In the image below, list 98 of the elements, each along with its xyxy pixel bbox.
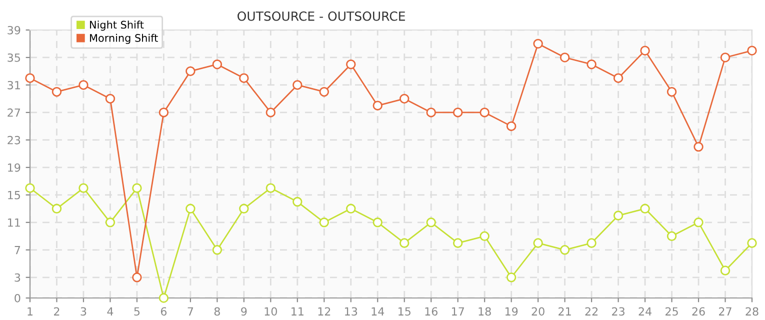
x-tick-label: 14 xyxy=(372,307,384,316)
point xyxy=(694,142,704,152)
x-tick-label: 13 xyxy=(345,307,358,316)
x-tick-label: 19 xyxy=(505,307,518,316)
x-tick-label: 1 xyxy=(28,307,33,316)
point xyxy=(400,94,410,104)
point xyxy=(613,73,624,83)
point xyxy=(533,238,543,248)
point xyxy=(78,80,88,90)
y-tick-label: 23 xyxy=(8,136,20,144)
point xyxy=(292,196,302,207)
point xyxy=(480,108,490,118)
point xyxy=(78,183,88,193)
point xyxy=(533,38,543,49)
x-tick-label: 26 xyxy=(692,307,705,316)
x-tick-label: 10 xyxy=(264,307,277,316)
point xyxy=(186,66,196,76)
chart-title: OUTSOURCE - OUTSOURCE xyxy=(238,11,405,21)
point xyxy=(480,231,490,242)
point xyxy=(212,245,222,255)
point xyxy=(560,52,570,62)
y-tick-label: 7 xyxy=(14,246,20,254)
point xyxy=(372,100,382,110)
y-tick-label: 39 xyxy=(8,26,20,34)
point xyxy=(158,108,169,118)
point xyxy=(52,204,62,214)
y-tick-label: 27 xyxy=(8,108,20,117)
point xyxy=(720,266,730,276)
x-tick-label: 3 xyxy=(80,307,86,316)
y-tick-label: 11 xyxy=(8,218,20,227)
point xyxy=(452,108,463,118)
x-tick-label: 15 xyxy=(398,307,410,316)
x-tick-label: 21 xyxy=(558,307,571,316)
x-tick-label: 20 xyxy=(532,307,544,316)
y-tick-label: 15 xyxy=(8,191,20,200)
point xyxy=(586,238,596,248)
x-tick-label: 2 xyxy=(54,307,60,316)
point xyxy=(747,238,757,248)
point xyxy=(319,218,330,228)
point xyxy=(25,183,35,193)
point xyxy=(239,204,249,214)
point xyxy=(666,86,677,97)
x-tick-label: 7 xyxy=(188,307,194,316)
y-tick-label: 19 xyxy=(8,163,20,172)
y-tick-label: 3 xyxy=(14,273,20,282)
x-tick-label: 28 xyxy=(746,307,758,316)
point xyxy=(105,94,116,104)
legend-label: Night Shift xyxy=(90,20,144,31)
x-tick-label: 24 xyxy=(638,307,652,316)
point xyxy=(372,218,382,228)
point xyxy=(212,59,222,70)
point xyxy=(506,272,516,282)
point xyxy=(266,108,276,118)
point xyxy=(640,46,650,56)
x-tick-label: 27 xyxy=(719,307,732,316)
point xyxy=(666,231,677,242)
y-tick-label: 0 xyxy=(14,294,20,302)
x-tick-label: 8 xyxy=(214,307,220,316)
x-tick-label: 6 xyxy=(160,307,167,316)
point xyxy=(266,183,276,193)
y-tick-label: 35 xyxy=(8,53,20,62)
point xyxy=(694,218,704,228)
point xyxy=(613,210,624,220)
x-tick-label: 11 xyxy=(292,307,304,316)
point xyxy=(586,59,596,70)
x-tick-label: 4 xyxy=(107,307,114,316)
point xyxy=(640,204,650,214)
point xyxy=(158,293,169,303)
point xyxy=(426,218,436,228)
point xyxy=(452,238,463,248)
point xyxy=(506,121,516,132)
point xyxy=(426,108,436,118)
point xyxy=(560,245,570,255)
x-tick-label: 12 xyxy=(318,307,330,316)
point xyxy=(319,86,330,97)
point xyxy=(720,52,730,62)
point xyxy=(400,238,410,248)
x-tick-label: 17 xyxy=(452,307,464,316)
point xyxy=(346,59,356,70)
point xyxy=(292,80,302,90)
x-tick-label: 25 xyxy=(666,307,678,316)
x-tick-label: 16 xyxy=(425,307,438,316)
point xyxy=(25,73,35,83)
point xyxy=(346,204,356,214)
point xyxy=(186,204,196,214)
point xyxy=(239,73,249,83)
x-tick-label: 5 xyxy=(134,307,140,316)
y-tick-label: 31 xyxy=(8,80,20,90)
x-tick-label: 9 xyxy=(241,307,247,316)
point xyxy=(747,46,757,56)
point xyxy=(132,272,142,282)
point xyxy=(52,86,62,97)
x-tick-label: 18 xyxy=(478,307,491,316)
point xyxy=(132,183,142,193)
point xyxy=(105,218,116,228)
x-tick-label: 22 xyxy=(585,307,598,316)
legend-label: Morning Shift xyxy=(90,34,158,44)
x-tick-label: 23 xyxy=(612,307,624,316)
